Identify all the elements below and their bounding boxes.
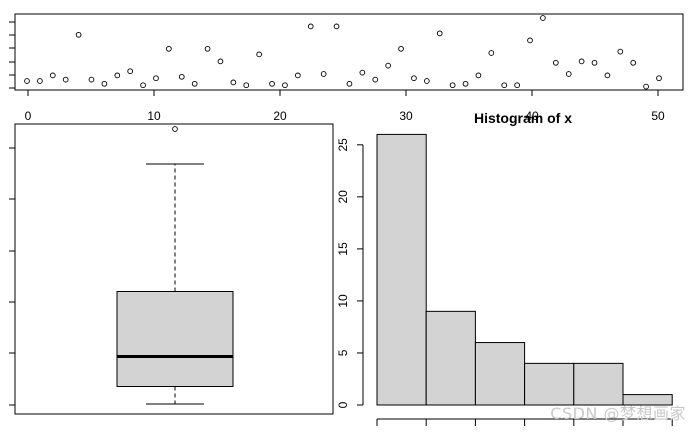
scatter-point [295, 72, 301, 79]
scatter-point [140, 82, 146, 89]
scatter-point [24, 78, 30, 84]
scatter-point [617, 48, 624, 55]
scatter-point [359, 69, 366, 76]
scatter-x-tick-label: 0 [25, 109, 32, 123]
scatter-x-tick-label: 30 [399, 109, 413, 123]
scatter-x-tick-label: 50 [651, 109, 665, 123]
histogram-y-tick-label: 10 [336, 294, 350, 308]
scatter-point [475, 72, 482, 79]
scatter-point [630, 59, 637, 66]
scatter-point [449, 82, 456, 89]
scatter-point [540, 15, 546, 21]
watermark: CSDN @梦想画家 [550, 404, 686, 423]
histogram-x-axis [376, 418, 673, 426]
scatter-point [282, 82, 288, 89]
scatter-panel: 0 10 20 30 40 50 [9, 13, 684, 123]
scatter-point [527, 37, 533, 44]
scatter-point [88, 76, 95, 83]
scatter-point [49, 72, 56, 79]
scatter-point [37, 78, 43, 84]
histogram-bar [474, 342, 526, 406]
scatter-point [578, 58, 585, 65]
histogram-y-tick-label: 5 [336, 349, 350, 356]
scatter-point [114, 72, 121, 79]
outlier-point [172, 126, 178, 132]
histogram-title: Histogram of x [474, 110, 572, 126]
histogram-bar [376, 133, 427, 406]
histogram-bar [425, 310, 476, 406]
scatter-point [178, 73, 185, 80]
scatter-point [243, 82, 250, 89]
boxplot-panel [9, 123, 334, 415]
scatter-point [320, 71, 327, 77]
scatter-point [501, 82, 508, 89]
histogram-bars [376, 133, 673, 406]
scatter-point [372, 76, 379, 83]
scatter-point [656, 75, 662, 82]
scatter-y-axis [9, 21, 15, 89]
scatter-point [514, 82, 520, 89]
scatter-point [436, 30, 443, 37]
scatter-point [411, 75, 417, 82]
scatter-point [75, 31, 82, 38]
scatter-point [552, 59, 559, 66]
scatter-point [191, 80, 198, 87]
boxplot-body [116, 126, 234, 405]
scatter-x-tick-label: 40 [525, 109, 539, 123]
scatter-point [333, 23, 340, 30]
scatter-point [217, 58, 224, 65]
scatter-point [153, 75, 159, 82]
scatter-point [423, 78, 430, 84]
histogram-bar [573, 362, 624, 406]
boxplot-frame [14, 123, 334, 415]
histogram-y-tick-label: 15 [336, 242, 350, 256]
histogram-y-axis: 0 5 10 15 20 25 [336, 138, 364, 408]
scatter-point [62, 76, 69, 83]
scatter-point [346, 80, 353, 87]
scatter-point [256, 51, 263, 58]
histogram-panel: Histogram of x 0 5 10 15 20 25 [336, 110, 673, 426]
scatter-point [385, 62, 391, 69]
boxplot-y-axis [9, 147, 15, 406]
histogram-y-tick-label: 0 [336, 401, 350, 408]
scatter-point [591, 59, 598, 66]
scatter-point [462, 80, 469, 87]
scatter-point [166, 45, 172, 52]
scatter-point [127, 68, 134, 75]
scatter-point [643, 83, 649, 90]
scatter-point [204, 45, 211, 52]
histogram-bar [524, 362, 575, 406]
histogram-y-tick-label: 25 [336, 138, 350, 152]
interquartile-box [116, 291, 234, 387]
scatter-point [307, 23, 314, 30]
scatter-x-tick-label: 10 [147, 109, 161, 123]
histogram-y-tick-label: 20 [336, 190, 350, 204]
scatter-x-tick-label: 20 [273, 109, 287, 123]
scatter-points [24, 15, 662, 90]
scatter-point [398, 45, 404, 52]
histogram-bar [622, 394, 673, 406]
scatter-point [230, 79, 237, 86]
scatter-point [269, 80, 275, 87]
scatter-point [488, 50, 495, 56]
scatter-point [565, 71, 572, 77]
scatter-point [101, 80, 108, 87]
scatter-plot-frame [14, 13, 684, 91]
scatter-x-axis: 0 10 20 30 40 50 [15, 89, 683, 123]
scatter-point [604, 72, 611, 79]
